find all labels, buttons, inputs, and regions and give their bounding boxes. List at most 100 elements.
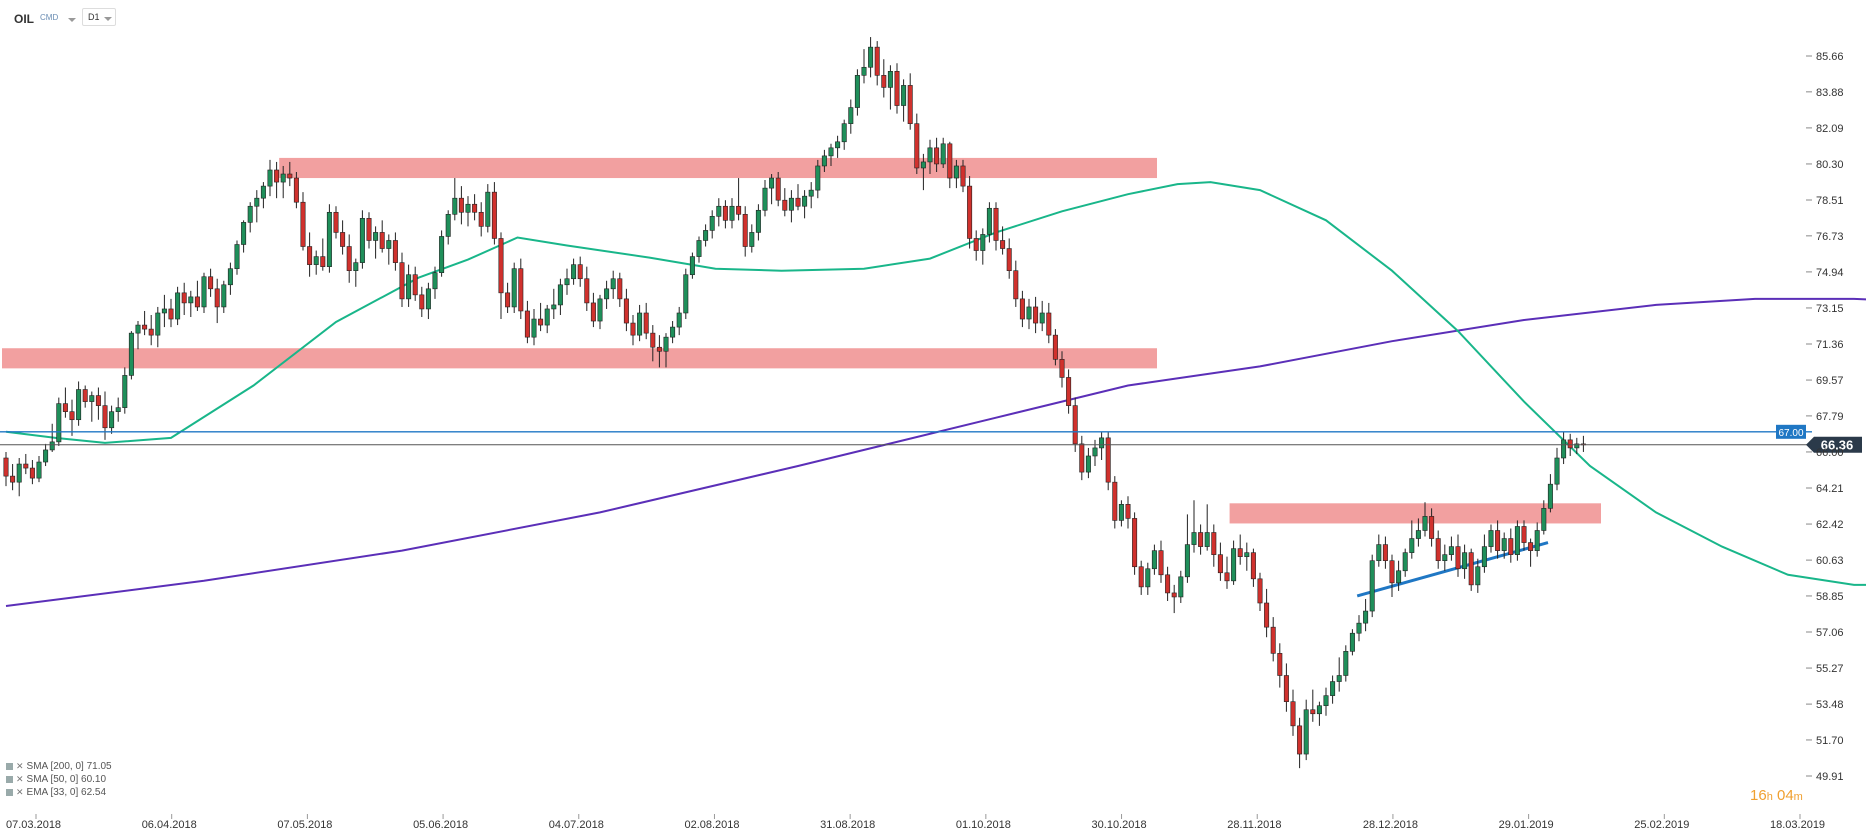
candle bbox=[808, 182, 814, 209]
candle-body bbox=[967, 185, 973, 239]
candle bbox=[1165, 566, 1171, 601]
candle-body bbox=[1369, 560, 1375, 612]
candle bbox=[1277, 643, 1283, 688]
close-icon[interactable]: ✕ bbox=[16, 787, 24, 797]
candle bbox=[1171, 584, 1177, 614]
candle-body bbox=[709, 216, 715, 231]
candle-body bbox=[1554, 457, 1560, 485]
candle-body bbox=[307, 246, 313, 265]
candle-body bbox=[577, 264, 583, 280]
legend-label: EMA [33, 0] 62.54 bbox=[26, 787, 107, 798]
symbol-dropdown-icon[interactable] bbox=[68, 18, 76, 22]
candle-body bbox=[835, 141, 841, 149]
candle bbox=[1099, 431, 1105, 461]
legend-row-sma200[interactable]: ✕ SMA [200, 0] 71.05 bbox=[6, 760, 112, 773]
candle bbox=[1079, 435, 1085, 481]
candle-body bbox=[247, 205, 253, 223]
candle bbox=[782, 188, 788, 217]
candle bbox=[1125, 496, 1131, 529]
candle-body bbox=[1085, 455, 1091, 473]
candle-body bbox=[1079, 443, 1085, 473]
candle bbox=[511, 262, 517, 313]
candle bbox=[1072, 397, 1078, 452]
candle bbox=[1336, 657, 1342, 692]
candle-body bbox=[1184, 544, 1190, 578]
price-tick-label: 58.85 bbox=[1816, 591, 1844, 603]
candle-body bbox=[155, 312, 161, 336]
candle-body bbox=[392, 240, 398, 263]
close-icon[interactable]: ✕ bbox=[16, 774, 24, 784]
candle bbox=[148, 314, 154, 346]
candle-body bbox=[1488, 530, 1494, 547]
candle bbox=[1118, 500, 1124, 527]
candle bbox=[1250, 548, 1256, 587]
candlestick-series bbox=[3, 37, 1586, 769]
candle-body bbox=[1145, 568, 1151, 588]
candle bbox=[1270, 617, 1276, 662]
symbol-label[interactable]: OIL bbox=[14, 12, 34, 26]
candle bbox=[1409, 520, 1415, 559]
candle bbox=[1297, 717, 1303, 769]
current-price-value: 66.36 bbox=[1821, 438, 1854, 453]
candle-body bbox=[874, 46, 880, 76]
settings-icon[interactable] bbox=[6, 763, 13, 770]
candle bbox=[188, 290, 194, 318]
candle-body bbox=[1000, 240, 1006, 249]
candle-body bbox=[782, 199, 788, 211]
close-icon[interactable]: ✕ bbox=[16, 761, 24, 771]
timeframe-value: D1 bbox=[88, 12, 100, 22]
candle-body bbox=[584, 278, 590, 304]
candle-body bbox=[604, 288, 610, 300]
candle bbox=[1508, 528, 1514, 563]
candle-body bbox=[1224, 572, 1230, 582]
candle-body bbox=[788, 197, 794, 211]
candle-body bbox=[1211, 532, 1217, 555]
candle bbox=[109, 405, 115, 434]
legend-row-sma50[interactable]: ✕ SMA [50, 0] 60.10 bbox=[6, 773, 112, 786]
candle-body bbox=[326, 211, 332, 267]
candle bbox=[412, 266, 418, 301]
candle-body bbox=[894, 71, 900, 106]
candle-body bbox=[1521, 526, 1527, 543]
candle bbox=[1198, 524, 1204, 555]
legend-row-ema33[interactable]: ✕ EMA [33, 0] 62.54 bbox=[6, 786, 112, 799]
candle bbox=[247, 202, 253, 233]
candle bbox=[1290, 689, 1296, 736]
candle bbox=[485, 184, 491, 233]
candle-body bbox=[755, 209, 761, 233]
candle-body bbox=[181, 292, 187, 304]
countdown-minutes: 04 bbox=[1776, 787, 1794, 804]
candle-body bbox=[524, 310, 530, 338]
candle bbox=[795, 184, 801, 211]
candle bbox=[1495, 520, 1501, 559]
candle bbox=[1052, 329, 1058, 366]
candle-body bbox=[650, 332, 656, 348]
candle-body bbox=[274, 169, 280, 183]
candle-body bbox=[1567, 439, 1573, 449]
settings-icon[interactable] bbox=[6, 789, 13, 796]
candle bbox=[274, 161, 280, 199]
candle bbox=[584, 266, 590, 311]
candle-body bbox=[670, 326, 676, 338]
candle-body bbox=[1316, 705, 1322, 715]
candle bbox=[1178, 570, 1184, 603]
candle bbox=[201, 272, 207, 313]
candle-body bbox=[1468, 552, 1474, 586]
time-tick-label: 28.11.2018 bbox=[1227, 819, 1281, 831]
candle-body bbox=[1435, 538, 1441, 562]
candle-body bbox=[472, 203, 478, 213]
candle bbox=[663, 333, 669, 368]
candle bbox=[802, 190, 808, 219]
settings-icon[interactable] bbox=[6, 776, 13, 783]
candle bbox=[1442, 544, 1448, 571]
candle-body bbox=[1330, 681, 1336, 696]
candle bbox=[478, 202, 484, 237]
candle-body bbox=[1250, 552, 1256, 580]
candle-body bbox=[234, 244, 240, 269]
time-axis: 07.03.2018 06.04.2018 07.05.2018 05.06.2018… bbox=[6, 814, 1825, 831]
timeframe-select[interactable]: D1 bbox=[82, 8, 116, 26]
candle bbox=[1528, 538, 1534, 567]
candle bbox=[353, 258, 359, 287]
chevron-down-icon[interactable] bbox=[104, 17, 112, 21]
